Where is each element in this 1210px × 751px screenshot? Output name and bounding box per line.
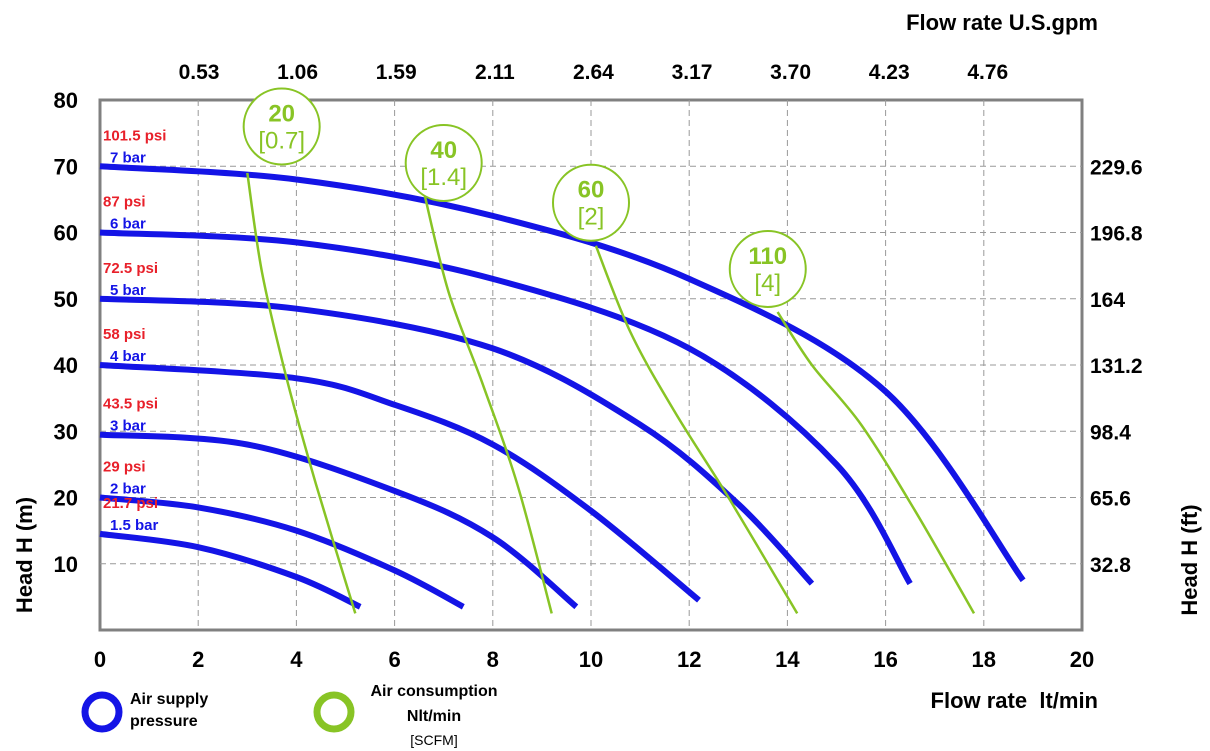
consumption-scfm-label: [2] xyxy=(578,204,605,231)
consumption-value-label: 20 xyxy=(268,101,295,128)
right-tick-label: 196.8 xyxy=(1090,223,1143,246)
consumption-curve xyxy=(422,192,553,614)
pressure-psi-label: 29 psi xyxy=(103,459,146,476)
x-tick-label: 16 xyxy=(873,647,897,672)
y-tick-label: 60 xyxy=(54,221,78,246)
y-tick-label: 20 xyxy=(54,486,78,511)
pressure-psi-label: 101.5 psi xyxy=(103,127,166,144)
consumption-value-label: 40 xyxy=(430,137,457,164)
x-tick-label: 14 xyxy=(775,647,800,672)
x-tick-label: 6 xyxy=(388,647,400,672)
y-tick-label: 30 xyxy=(54,419,78,444)
consumption-label-circle xyxy=(404,123,483,202)
y-axis-title-left: Head H (m) xyxy=(12,497,37,613)
pressure-psi-label: 58 psi xyxy=(103,326,146,343)
axis-labels: 0 2 4 6 8 10 12 14 16 18 20 10 20 30 40 50 60 70 80 32.8 65.… xyxy=(54,61,1143,672)
consumption-curve xyxy=(776,311,976,615)
x-tick-label: 10 xyxy=(579,647,603,672)
consumption-value-label: 60 xyxy=(578,177,605,204)
pressure-bar-label: 7 bar xyxy=(110,149,146,166)
pressure-curve xyxy=(99,431,579,610)
y-tick-label: 10 xyxy=(54,552,78,577)
top-tick-label: 1.06 xyxy=(277,61,318,84)
pressure-psi-label: 21.7 psi xyxy=(103,495,158,512)
y-tick-label: 50 xyxy=(54,287,78,312)
pressure-bar-label: 3 bar xyxy=(110,418,146,435)
legend-pressure-label-2: pressure xyxy=(130,713,198,730)
pressure-curve xyxy=(99,163,1026,583)
legend-pressure-swatch xyxy=(81,691,123,733)
top-tick-label: 2.11 xyxy=(475,61,515,84)
consumption-scfm-label: [0.7] xyxy=(258,128,305,155)
y-tick-label: 70 xyxy=(54,154,78,179)
pressure-curve xyxy=(99,530,362,610)
right-tick-label: 65.6 xyxy=(1090,488,1131,511)
consumption-scfm-label: [4] xyxy=(754,270,781,297)
consumption-label-circle xyxy=(552,163,630,242)
right-tick-label: 98.4 xyxy=(1090,421,1131,444)
x-axis-title: Flow rate lt/min xyxy=(931,688,1098,713)
right-tick-label: 32.8 xyxy=(1090,554,1131,577)
x-tick-label: 2 xyxy=(192,647,204,672)
pressure-bar-label: 2 bar xyxy=(110,481,146,498)
legend-consumption-label-3: [SCFM] xyxy=(410,732,457,748)
x-tick-label: 20 xyxy=(1070,647,1094,672)
y-tick-label: 40 xyxy=(54,353,78,378)
pressure-curve xyxy=(99,295,815,586)
pressure-curve xyxy=(99,229,913,586)
consumption-label-circle xyxy=(728,229,807,308)
top-tick-label: 4.23 xyxy=(869,61,910,84)
x-tick-label: 18 xyxy=(972,647,996,672)
right-tick-label: 229.6 xyxy=(1090,156,1143,179)
right-tick-label: 131.2 xyxy=(1090,355,1143,378)
pressure-bar-label: 6 bar xyxy=(110,216,146,233)
top-tick-label: 3.70 xyxy=(770,61,811,84)
x-tick-label: 4 xyxy=(290,647,303,672)
consumption-scfm-label: [1.4] xyxy=(420,164,467,191)
legend-pressure-label-1: Air supply xyxy=(130,691,208,708)
x-tick-label: 8 xyxy=(487,647,499,672)
legend-consumption-label-2: Nlt/min xyxy=(407,708,461,725)
consumption-value-label: 110 xyxy=(748,243,787,270)
top-tick-label: 2.64 xyxy=(573,61,614,84)
y-axis-title-right: Head H (ft) xyxy=(1177,504,1202,615)
legend: Air supply pressure Air consumption Nlt/… xyxy=(81,683,498,748)
top-tick-label: 4.76 xyxy=(967,61,1008,84)
top-axis-title: Flow rate U.S.gpm xyxy=(906,10,1098,35)
right-tick-label: 164 xyxy=(1090,289,1125,312)
consumption-label-circle xyxy=(242,87,321,166)
legend-consumption-label-1: Air consumption xyxy=(370,683,497,700)
top-tick-label: 3.17 xyxy=(672,61,713,84)
pressure-psi-label: 87 psi xyxy=(103,194,146,211)
consumption-curves: 20[0.7] 40[1.4] 60[2] 110[4] xyxy=(242,87,976,615)
x-tick-label: 0 xyxy=(94,647,106,672)
top-tick-label: 0.53 xyxy=(179,61,220,84)
pressure-bar-label: 5 bar xyxy=(110,282,146,299)
pressure-psi-label: 72.5 psi xyxy=(103,260,158,277)
y-tick-label: 80 xyxy=(54,88,78,113)
pressure-curve xyxy=(99,362,701,603)
pressure-curve xyxy=(99,494,465,610)
grid xyxy=(100,100,1082,630)
pressure-bar-label: 4 bar xyxy=(110,348,146,365)
consumption-curve xyxy=(246,172,357,614)
top-tick-label: 1.59 xyxy=(376,61,417,84)
legend-consumption-swatch xyxy=(313,691,355,733)
consumption-curve xyxy=(594,245,799,615)
pressure-bar-label: 1.5 bar xyxy=(110,517,159,534)
pressure-psi-label: 43.5 psi xyxy=(103,396,158,413)
x-tick-label: 12 xyxy=(677,647,701,672)
pressure-curves: 7 bar 101.5 psi 6 bar 87 psi 5 bar 72.5 psi 4 … xyxy=(99,127,1026,610)
